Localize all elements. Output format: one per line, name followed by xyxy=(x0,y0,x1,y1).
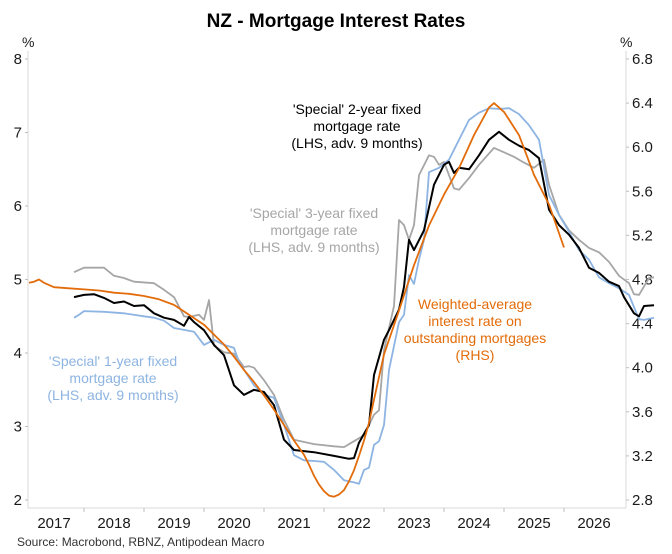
x-tick-label: 2019 xyxy=(157,515,190,532)
x-tick-label: 2023 xyxy=(397,515,430,532)
annotation-line: 'Special' 2-year fixed xyxy=(293,101,421,117)
annotation-three-year: 'Special' 3-year fixed mortgage rate (LHS,… xyxy=(248,205,379,255)
x-tick-label: 2024 xyxy=(457,515,490,532)
left-tick-label: 4 xyxy=(14,345,22,362)
left-tick-label: 5 xyxy=(14,272,22,289)
x-tick-label: 2020 xyxy=(217,515,250,532)
source-note: Source: Macrobond, RBNZ, Antipodean Macr… xyxy=(17,535,265,549)
annotation-one-year: 'Special' 1-year fixed mortgage rate (LHS,… xyxy=(47,353,178,403)
right-tick-label: 3.2 xyxy=(632,448,653,465)
right-axis-unit: % xyxy=(620,34,632,50)
annotation-line: outstanding mortgages xyxy=(404,330,546,346)
right-tick-label: 6.8 xyxy=(632,51,653,68)
series-lines xyxy=(28,102,655,498)
right-tick-label: 5.2 xyxy=(632,227,653,244)
x-tick-label: 2017 xyxy=(37,515,70,532)
chart-title: NZ - Mortgage Interest Rates xyxy=(207,11,466,32)
left-tick-label: 2 xyxy=(14,492,22,509)
left-tick-label: 7 xyxy=(14,125,22,142)
annotation-line: mortgage rate xyxy=(270,222,357,238)
left-axis-unit: % xyxy=(22,34,34,50)
left-tick-label: 6 xyxy=(14,198,22,215)
right-tick-label: 6.0 xyxy=(632,139,653,156)
annotation-line: 'Special' 1-year fixed xyxy=(49,353,177,369)
x-tick-label: 2022 xyxy=(337,515,370,532)
right-tick-label: 4.8 xyxy=(632,272,653,289)
left-tick-label: 3 xyxy=(14,419,22,436)
annotation-weighted-avg: Weighted-average interest rate on outstand… xyxy=(404,296,546,363)
annotation-line: (LHS, adv. 9 months) xyxy=(248,239,379,255)
annotation-line: interest rate on xyxy=(428,313,521,329)
annotation-line: 'Special' 3-year fixed xyxy=(250,205,378,221)
annotation-line: mortgage rate xyxy=(313,118,400,134)
right-tick-label: 5.6 xyxy=(632,183,653,200)
right-tick-label: 4.0 xyxy=(632,360,653,377)
annotation-two-year: 'Special' 2-year fixed mortgage rate (LHS,… xyxy=(291,101,422,151)
x-tick-label: 2018 xyxy=(97,515,130,532)
axes: 23456782.83.23.64.04.44.85.25.66.06.46.8… xyxy=(14,51,653,532)
x-tick-label: 2021 xyxy=(277,515,310,532)
left-tick-label: 8 xyxy=(14,51,22,68)
x-tick-label: 2025 xyxy=(517,515,550,532)
x-tick-label: 2026 xyxy=(577,515,610,532)
annotation-line: mortgage rate xyxy=(69,370,156,386)
annotation-line: (RHS) xyxy=(456,347,495,363)
right-tick-label: 3.6 xyxy=(632,404,653,421)
right-tick-label: 6.4 xyxy=(632,95,653,112)
series-line-1 xyxy=(73,107,655,485)
annotation-line: (LHS, adv. 9 months) xyxy=(291,135,422,151)
annotation-line: Weighted-average xyxy=(418,296,532,312)
annotation-line: (LHS, adv. 9 months) xyxy=(47,387,178,403)
series-annotations: 'Special' 2-year fixed mortgage rate (LHS,… xyxy=(47,101,546,403)
series-line-2 xyxy=(73,130,655,460)
right-tick-label: 2.8 xyxy=(632,492,653,509)
series-line-3 xyxy=(28,102,565,498)
